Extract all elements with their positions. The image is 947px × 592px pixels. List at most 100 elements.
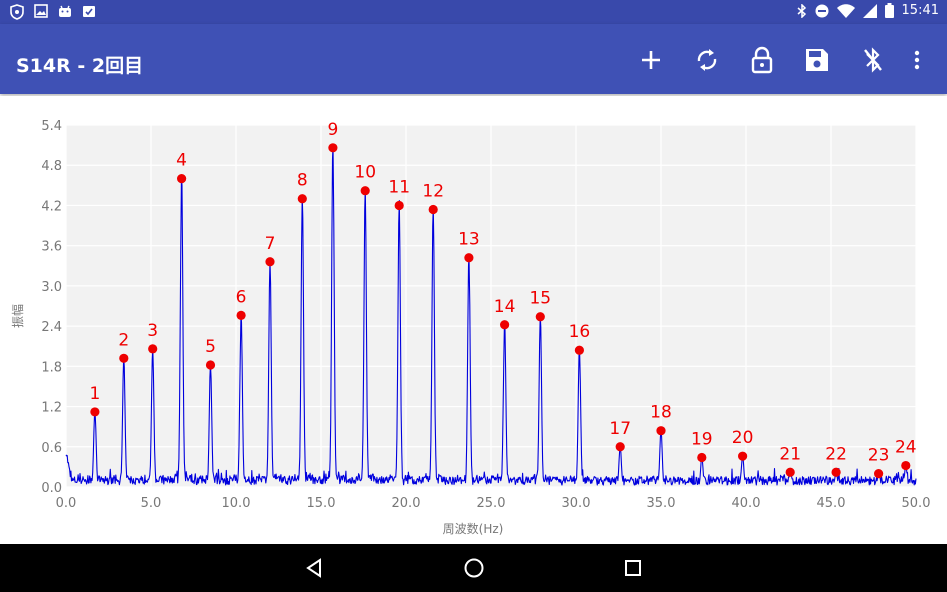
save-button[interactable] bbox=[803, 46, 831, 74]
x-tick-label: 50.0 bbox=[902, 496, 931, 511]
peak-label: 22 bbox=[825, 444, 847, 464]
sync-icon bbox=[697, 49, 717, 71]
lock-icon bbox=[751, 46, 773, 74]
x-gridlines bbox=[65, 125, 917, 487]
peak-marker bbox=[874, 468, 884, 479]
x-tick-label: 45.0 bbox=[817, 496, 846, 511]
status-bar: 15:41 bbox=[0, 0, 947, 24]
x-tick-label: 5.0 bbox=[141, 496, 162, 511]
peak-label: 5 bbox=[205, 337, 216, 357]
app-title: S14R - 2回目 bbox=[16, 55, 144, 77]
y-tick-label: 3.6 bbox=[41, 240, 62, 255]
y-tick-label: 1.2 bbox=[41, 401, 62, 416]
shield-icon bbox=[10, 4, 24, 20]
status-right-icons: 15:41 bbox=[797, 3, 939, 18]
peak-marker bbox=[394, 200, 404, 211]
spectrum-chart-container: 0.0 5.0 10.0 15.0 20.0 25.0 30.0 35.0 40.0 45.0 50… bbox=[0, 96, 947, 544]
y-tick-label: 4.8 bbox=[41, 159, 62, 174]
add-button[interactable] bbox=[637, 46, 665, 74]
peak-label: 13 bbox=[458, 230, 480, 250]
app-bar: S14R - 2回目 bbox=[0, 24, 947, 94]
peak-marker bbox=[785, 467, 795, 477]
signal-icon bbox=[862, 3, 877, 18]
bluetooth-disabled-button[interactable] bbox=[859, 46, 887, 74]
x-tick-label: 30.0 bbox=[562, 496, 591, 511]
y-axis-label: 振幅 bbox=[10, 304, 25, 328]
wifi-icon bbox=[836, 3, 855, 18]
x-tick-label: 10.0 bbox=[222, 496, 251, 511]
recents-icon bbox=[625, 560, 641, 576]
spectrum-chart: 0.0 5.0 10.0 15.0 20.0 25.0 30.0 35.0 40.0 45.0 50… bbox=[10, 119, 931, 536]
bluetooth-disabled-icon bbox=[864, 47, 882, 73]
peak-marker bbox=[148, 344, 158, 354]
peak-marker bbox=[177, 174, 187, 184]
x-axis-label: 周波数(Hz) bbox=[443, 521, 504, 536]
add-icon bbox=[642, 51, 660, 69]
y-tick-label: 0.0 bbox=[41, 481, 62, 496]
x-tick-labels: 0.0 5.0 10.0 15.0 20.0 25.0 30.0 35.0 40.0 45.0 50… bbox=[56, 496, 931, 511]
back-icon bbox=[306, 558, 321, 578]
peak-label: 17 bbox=[609, 419, 631, 439]
peak-label: 2 bbox=[118, 330, 129, 350]
x-tick-label: 20.0 bbox=[392, 496, 421, 511]
peak-label: 9 bbox=[327, 120, 338, 140]
clipboard-check-icon bbox=[83, 6, 95, 17]
peak-marker bbox=[119, 353, 129, 363]
y-tick-label: 2.4 bbox=[41, 320, 62, 335]
save-icon bbox=[806, 49, 828, 71]
peak-label: 16 bbox=[569, 322, 591, 342]
peak-marker bbox=[265, 257, 275, 267]
peak-marker bbox=[328, 143, 338, 153]
x-tick-label: 25.0 bbox=[477, 496, 506, 511]
image-icon bbox=[34, 4, 48, 18]
peak-label: 21 bbox=[779, 444, 801, 464]
peak-label: 14 bbox=[494, 297, 516, 317]
peak-marker bbox=[574, 345, 585, 355]
peak-label: 4 bbox=[176, 151, 187, 171]
y-tick-labels: 0.0 0.6 1.2 1.8 2.4 3.0 3.6 4.2 4.8 5.4 bbox=[41, 119, 62, 496]
y-tick-label: 3.0 bbox=[41, 280, 62, 295]
peak-label: 19 bbox=[691, 430, 713, 450]
peak-label: 12 bbox=[422, 181, 444, 201]
peak-marker bbox=[297, 194, 307, 204]
peak-label: 10 bbox=[354, 163, 376, 183]
do-not-disturb-icon bbox=[815, 4, 829, 17]
peak-marker bbox=[464, 253, 474, 263]
more-vert-icon bbox=[914, 50, 920, 70]
peak-marker bbox=[205, 360, 216, 370]
peak-marker bbox=[656, 426, 666, 436]
peak-marker bbox=[500, 320, 510, 330]
status-time: 15:41 bbox=[901, 3, 939, 18]
peak-label: 1 bbox=[89, 384, 100, 404]
peak-marker bbox=[236, 310, 246, 320]
peak-label: 18 bbox=[650, 403, 672, 423]
peak-marker bbox=[615, 442, 625, 452]
peak-marker bbox=[697, 452, 707, 463]
peak-label: 11 bbox=[388, 177, 410, 197]
sync-button[interactable] bbox=[693, 46, 721, 74]
more-options-button[interactable] bbox=[903, 46, 931, 74]
x-tick-label: 0.0 bbox=[56, 496, 77, 511]
peak-label: 23 bbox=[868, 446, 890, 466]
android-icon bbox=[59, 5, 71, 17]
peak-marker bbox=[428, 204, 438, 215]
peak-label: 7 bbox=[265, 234, 276, 254]
recents-button[interactable] bbox=[621, 556, 645, 580]
x-tick-label: 35.0 bbox=[647, 496, 676, 511]
status-left-icons bbox=[10, 4, 96, 20]
bluetooth-icon bbox=[797, 3, 806, 18]
peak-marker bbox=[90, 407, 100, 417]
peak-label: 15 bbox=[529, 289, 551, 309]
battery-icon bbox=[884, 3, 894, 18]
lock-button[interactable] bbox=[748, 46, 776, 74]
home-button[interactable] bbox=[462, 556, 486, 580]
home-icon bbox=[464, 558, 484, 578]
spectrum-line bbox=[65, 147, 917, 486]
peak-label: 8 bbox=[297, 171, 308, 191]
back-button[interactable] bbox=[302, 556, 326, 580]
peak-label: 24 bbox=[895, 438, 917, 458]
peak-marker bbox=[831, 467, 841, 477]
y-tick-label: 4.2 bbox=[41, 199, 62, 214]
peak-marker bbox=[901, 460, 911, 471]
